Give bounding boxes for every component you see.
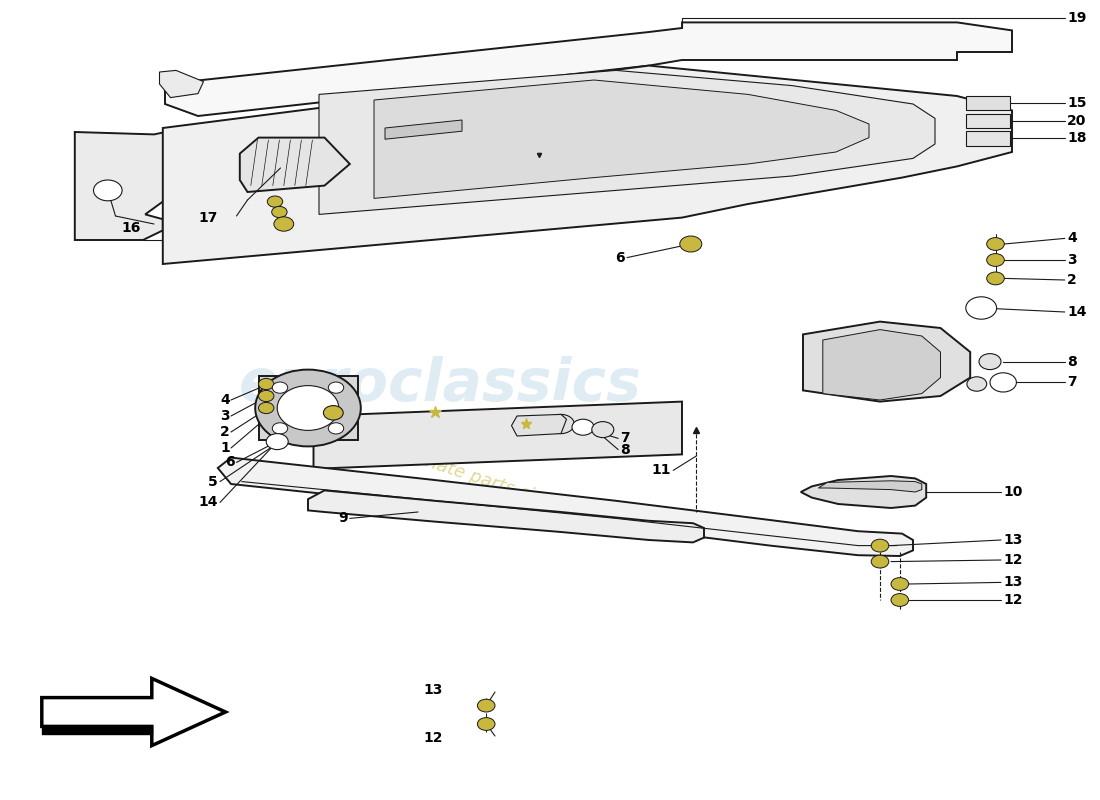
Polygon shape: [42, 678, 226, 746]
Polygon shape: [314, 402, 682, 469]
Circle shape: [967, 377, 987, 391]
Polygon shape: [966, 131, 1010, 146]
Circle shape: [328, 382, 343, 394]
Circle shape: [979, 354, 1001, 370]
Circle shape: [277, 386, 339, 430]
Polygon shape: [803, 322, 970, 402]
Text: 15: 15: [1067, 96, 1087, 110]
Circle shape: [680, 236, 702, 252]
Circle shape: [987, 238, 1004, 250]
Circle shape: [891, 594, 909, 606]
Text: 10: 10: [1003, 485, 1023, 499]
Text: 3: 3: [1067, 253, 1077, 267]
Circle shape: [987, 254, 1004, 266]
Polygon shape: [240, 138, 350, 192]
Circle shape: [323, 406, 343, 420]
Polygon shape: [385, 120, 462, 139]
Circle shape: [258, 378, 274, 390]
Circle shape: [266, 434, 288, 450]
Circle shape: [548, 414, 574, 434]
Text: 5: 5: [208, 474, 218, 489]
Circle shape: [273, 382, 288, 394]
Text: 8: 8: [1067, 354, 1077, 369]
Text: 13: 13: [1003, 533, 1023, 547]
Polygon shape: [75, 128, 185, 240]
Text: 19: 19: [1067, 10, 1087, 25]
Polygon shape: [801, 476, 926, 508]
Text: 7: 7: [620, 431, 630, 446]
Text: 3: 3: [220, 409, 230, 423]
Text: 20: 20: [1067, 114, 1087, 128]
Text: 7: 7: [1067, 375, 1077, 390]
Polygon shape: [163, 66, 1012, 264]
Circle shape: [966, 297, 997, 319]
Polygon shape: [218, 458, 913, 556]
Circle shape: [477, 699, 495, 712]
Circle shape: [572, 419, 594, 435]
Circle shape: [871, 539, 889, 552]
Circle shape: [258, 390, 274, 402]
Text: 1: 1: [220, 441, 230, 455]
Polygon shape: [818, 481, 922, 492]
Polygon shape: [823, 330, 940, 400]
Text: 9: 9: [338, 511, 348, 526]
Text: 13: 13: [424, 682, 443, 697]
Circle shape: [274, 217, 294, 231]
Circle shape: [328, 422, 343, 434]
Text: 12: 12: [1003, 593, 1023, 607]
Polygon shape: [512, 414, 566, 436]
Text: 14: 14: [1067, 305, 1087, 319]
Polygon shape: [258, 376, 358, 440]
Circle shape: [891, 578, 909, 590]
Circle shape: [255, 370, 361, 446]
Circle shape: [258, 402, 274, 414]
Polygon shape: [160, 70, 204, 98]
Text: 11: 11: [651, 463, 671, 478]
Text: 4: 4: [1067, 231, 1077, 246]
Text: 13: 13: [1003, 575, 1023, 590]
Polygon shape: [319, 70, 935, 214]
Circle shape: [273, 422, 288, 434]
Circle shape: [990, 373, 1016, 392]
Text: 14: 14: [198, 495, 218, 510]
Text: 4: 4: [220, 393, 230, 407]
Text: a passionate parts since 1995: a passionate parts since 1995: [353, 430, 615, 530]
Text: 6: 6: [615, 250, 625, 265]
Circle shape: [987, 272, 1004, 285]
Text: 12: 12: [1003, 553, 1023, 567]
Polygon shape: [374, 80, 869, 198]
Circle shape: [477, 718, 495, 730]
Text: 6: 6: [224, 455, 234, 470]
Circle shape: [94, 180, 122, 201]
Text: 2: 2: [1067, 273, 1077, 287]
Polygon shape: [966, 96, 1010, 110]
Text: 8: 8: [620, 442, 630, 457]
Circle shape: [871, 555, 889, 568]
Text: 18: 18: [1067, 131, 1087, 146]
Text: euroclassics: euroclassics: [239, 355, 641, 413]
Polygon shape: [165, 22, 1012, 116]
Circle shape: [272, 206, 287, 218]
Circle shape: [267, 196, 283, 207]
Text: 16: 16: [121, 221, 141, 235]
Text: 12: 12: [424, 730, 443, 745]
Polygon shape: [966, 114, 1010, 128]
Text: 17: 17: [198, 210, 218, 225]
Polygon shape: [308, 490, 704, 542]
Text: 2: 2: [220, 425, 230, 439]
Circle shape: [592, 422, 614, 438]
